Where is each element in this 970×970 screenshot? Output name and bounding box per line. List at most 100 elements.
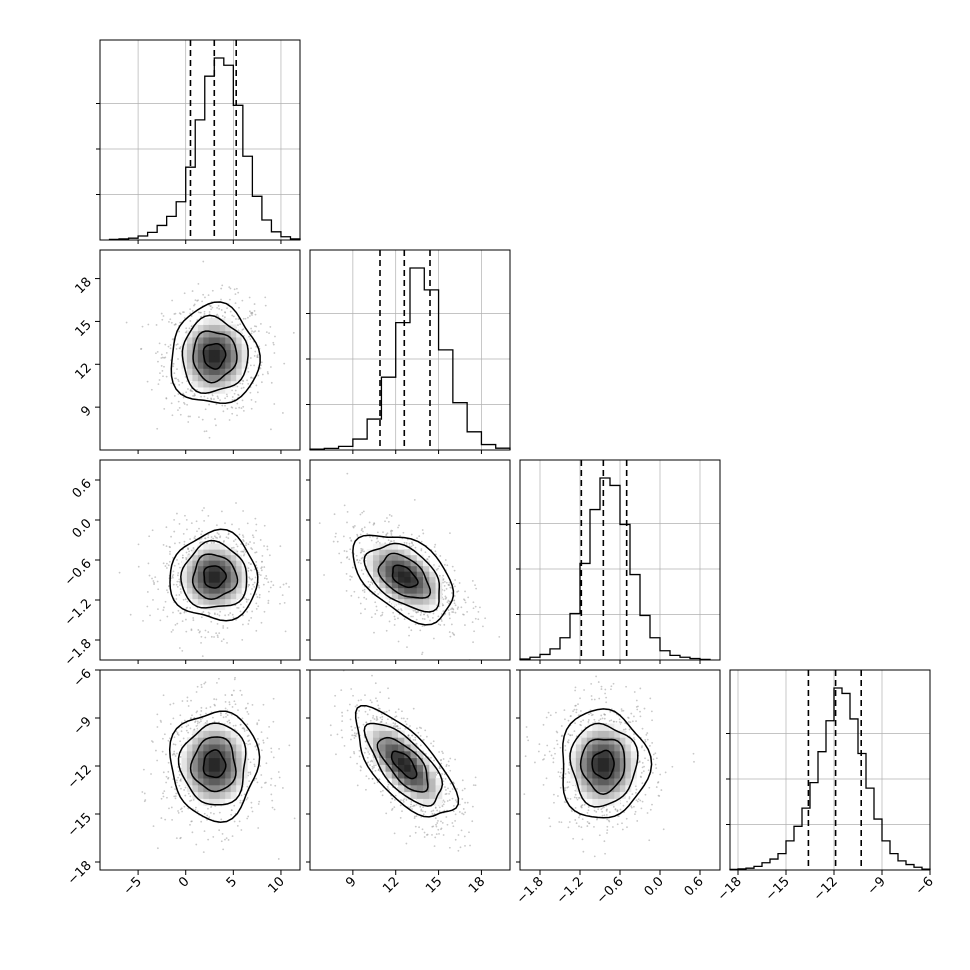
sample-point — [147, 562, 150, 565]
sample-point — [418, 726, 421, 729]
density-cell — [192, 784, 199, 793]
density-cell — [192, 349, 199, 357]
sample-point — [169, 703, 172, 706]
density-cell — [219, 757, 226, 765]
sample-point — [254, 745, 257, 748]
sample-point — [346, 709, 349, 712]
sample-point — [181, 554, 184, 557]
sample-point — [259, 765, 262, 767]
sample-point — [400, 717, 403, 720]
sample-point — [426, 834, 428, 836]
sample-point — [226, 627, 229, 629]
sample-point — [360, 699, 362, 701]
sample-point — [203, 812, 206, 815]
sample-point — [189, 538, 192, 540]
sample-point — [207, 514, 210, 517]
sample-point — [160, 312, 163, 315]
sample-point — [196, 710, 199, 713]
sample-point — [241, 382, 244, 385]
sample-point — [262, 583, 265, 586]
sample-point — [263, 610, 266, 613]
sample-point — [175, 583, 178, 586]
sample-point — [435, 825, 438, 828]
sample-point — [165, 375, 168, 378]
density-cell — [214, 587, 221, 594]
sample-point — [192, 395, 194, 397]
sample-point — [434, 806, 437, 809]
sample-point — [248, 619, 250, 622]
density-cell — [230, 771, 237, 779]
sample-point — [220, 287, 223, 290]
sample-point — [214, 704, 216, 707]
sample-point — [169, 737, 171, 740]
sample-point — [381, 718, 384, 721]
sample-point — [338, 552, 341, 555]
sample-point — [222, 638, 225, 641]
sample-point — [249, 771, 252, 774]
sample-point — [269, 366, 272, 368]
sample-point — [156, 847, 159, 850]
sample-point — [216, 681, 218, 684]
sample-point — [424, 810, 427, 813]
density-cell — [225, 361, 232, 369]
density-cell — [203, 318, 210, 325]
density-cell — [366, 560, 374, 567]
sample-point — [340, 729, 343, 732]
sample-point — [183, 805, 186, 808]
sample-point — [179, 313, 182, 315]
sample-point — [354, 705, 357, 708]
sample-point — [400, 799, 402, 801]
sample-point — [210, 308, 213, 311]
density-cell — [208, 554, 215, 561]
sample-point — [388, 788, 390, 791]
sample-point — [410, 803, 412, 806]
sample-point — [446, 800, 449, 802]
sample-point — [224, 707, 227, 710]
sample-point — [430, 810, 433, 813]
sample-point — [394, 726, 396, 728]
sample-point — [224, 700, 227, 703]
density-cell — [225, 374, 232, 382]
sample-point — [260, 621, 263, 624]
density-cell — [203, 778, 210, 786]
sample-point — [385, 605, 388, 608]
density-cell — [214, 771, 221, 779]
sample-point — [458, 582, 461, 584]
density-cell — [416, 554, 424, 561]
density-cell — [230, 576, 237, 583]
density-cell — [186, 330, 193, 338]
sample-point — [230, 813, 233, 816]
sample-point — [484, 617, 487, 620]
sample-point — [253, 763, 256, 766]
sample-point — [137, 543, 140, 546]
sample-point — [191, 390, 194, 393]
sample-point — [246, 379, 248, 382]
sample-point — [235, 407, 237, 410]
sample-point — [164, 565, 167, 567]
sample-point — [191, 290, 194, 292]
density-cell — [208, 771, 215, 779]
contour-line — [169, 528, 259, 622]
density-cell — [219, 543, 226, 550]
sample-point — [477, 610, 480, 613]
sample-point — [454, 611, 457, 614]
sample-point — [160, 797, 163, 800]
sample-point — [213, 398, 215, 400]
sample-point — [231, 389, 233, 392]
density-cell — [203, 386, 210, 394]
sample-point — [473, 630, 476, 633]
sample-point — [266, 548, 269, 551]
sample-point — [201, 509, 204, 512]
sample-point — [362, 723, 365, 726]
sample-point — [416, 611, 419, 613]
sample-point — [187, 705, 190, 707]
sample-point — [258, 593, 261, 596]
sample-point — [217, 304, 220, 307]
sample-point — [231, 412, 234, 415]
sample-point — [176, 733, 179, 736]
sample-point — [167, 585, 170, 588]
sample-point — [202, 611, 205, 613]
density-cell — [241, 349, 248, 357]
density-cell — [230, 324, 237, 332]
sample-point — [474, 605, 477, 608]
